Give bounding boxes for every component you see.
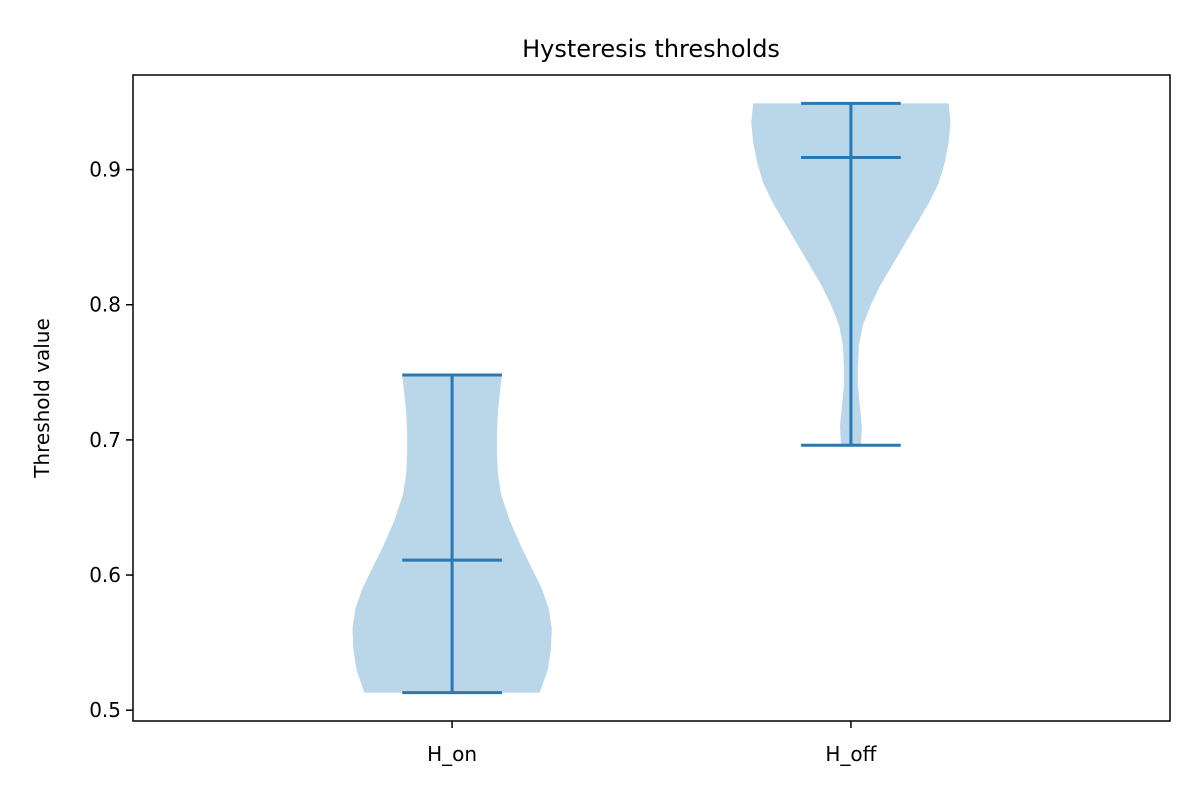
violin-h-off (751, 101, 951, 447)
y-tick-label: 0.6 (89, 563, 121, 587)
y-tick-label: 0.7 (89, 428, 121, 452)
x-tick-label: H_on (427, 742, 477, 766)
y-axis-label: Threshold value (30, 318, 54, 479)
violins-layer (352, 101, 951, 695)
y-axis-ticks: 0.5 0.6 0.7 0.8 0.9 (89, 158, 133, 722)
violin-h-on (352, 373, 552, 695)
plot-frame (132, 74, 1171, 722)
y-tick-label: 0.9 (89, 158, 121, 182)
x-tick-label: H_off (825, 742, 877, 766)
y-tick-label: 0.5 (89, 698, 121, 722)
chart-title: Hysteresis thresholds (522, 35, 780, 63)
x-axis-ticks: H_on H_off (427, 721, 878, 766)
y-tick-label: 0.8 (89, 293, 121, 317)
